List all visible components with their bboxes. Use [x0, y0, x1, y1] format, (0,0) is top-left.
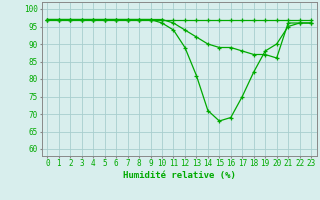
X-axis label: Humidité relative (%): Humidité relative (%) [123, 171, 236, 180]
